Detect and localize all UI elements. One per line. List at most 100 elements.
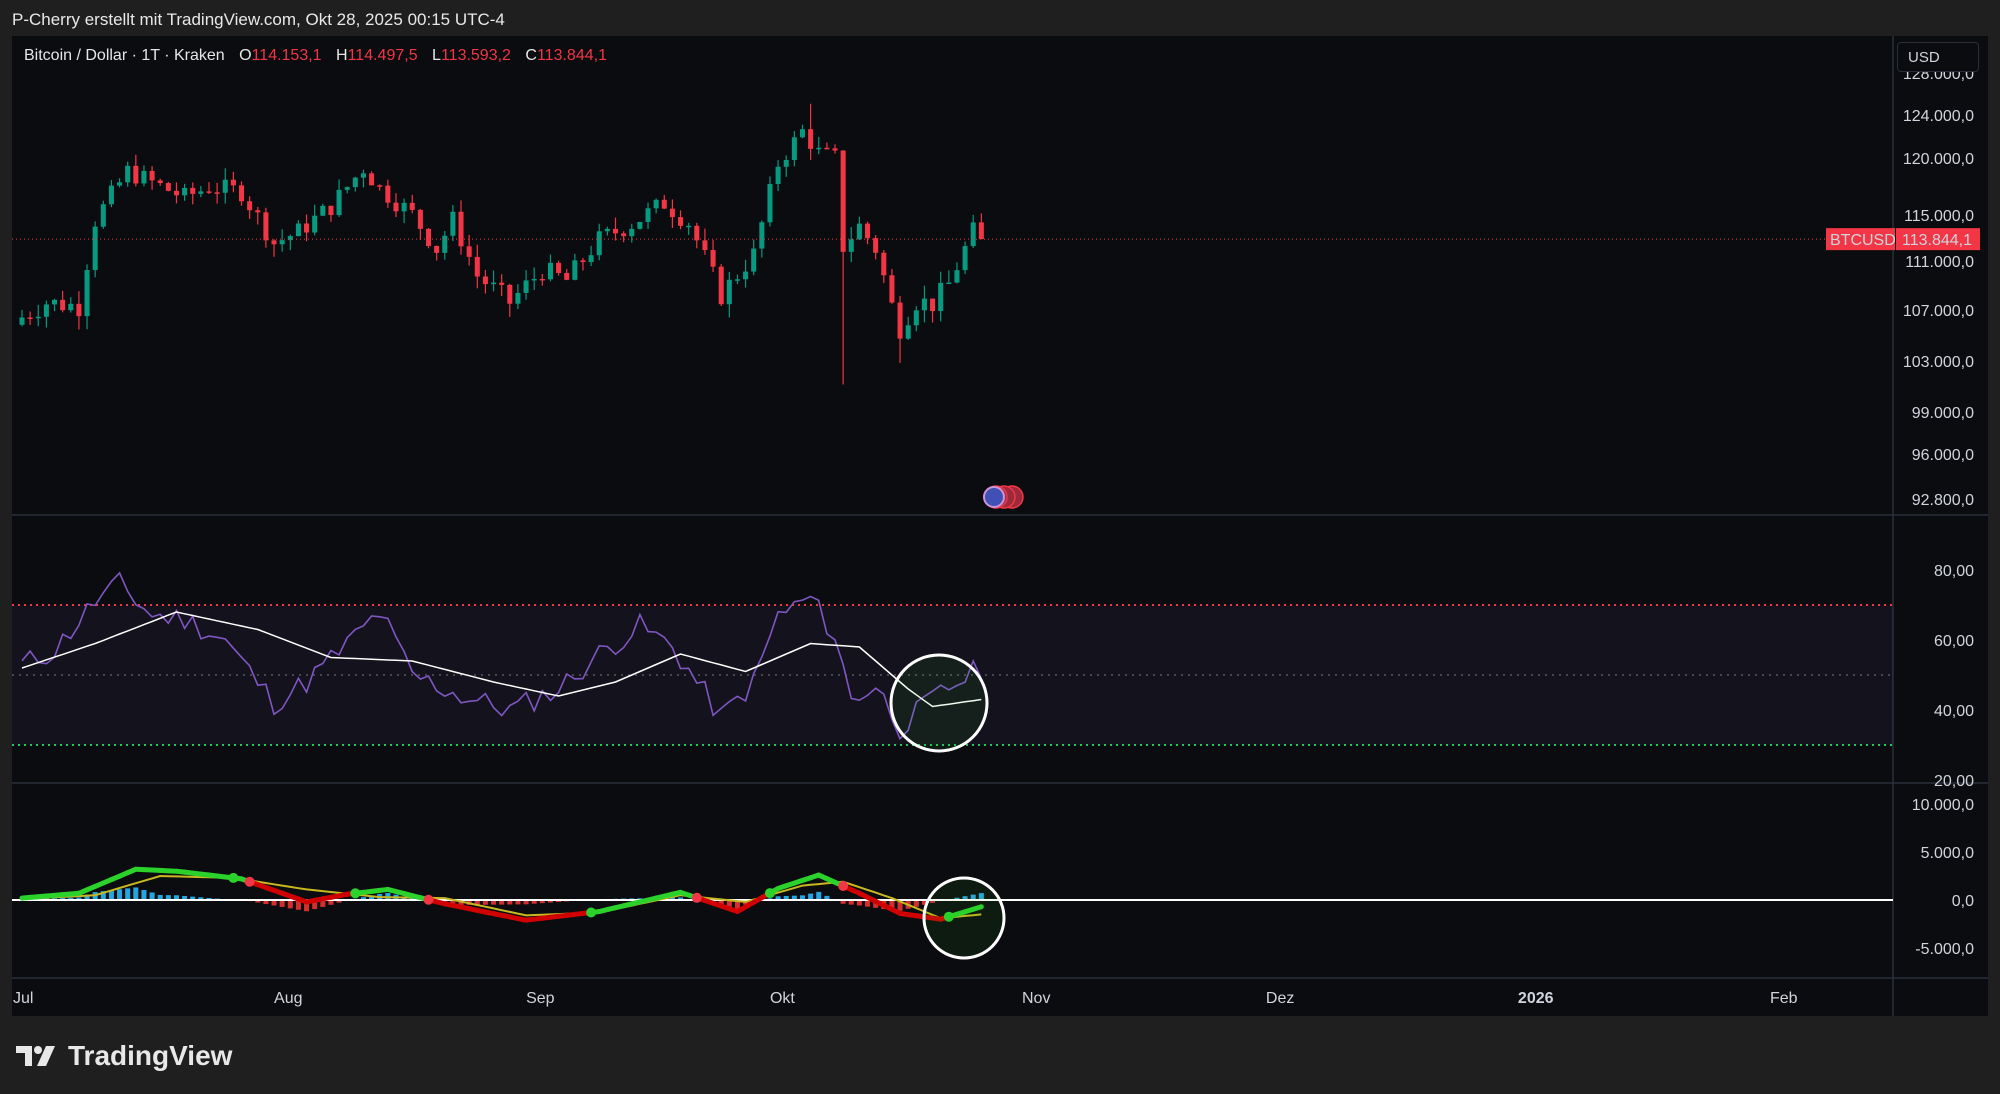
- rsi-tick-label: 40,00: [1934, 703, 1974, 720]
- candle-body: [409, 202, 415, 210]
- candle-body: [43, 304, 49, 317]
- price-tick-label: 99.000,0: [1912, 405, 1974, 422]
- candle-body: [60, 299, 66, 311]
- macd-histogram-bar: [775, 896, 781, 900]
- macd-tick-label: 0,0: [1952, 893, 1974, 910]
- close-value: 113.844,1: [536, 47, 607, 64]
- candle-body: [190, 187, 196, 194]
- macd-tick-label: 10.000,0: [1912, 797, 1974, 814]
- macd-histogram-bar: [734, 900, 740, 910]
- chart-credit: P-Cherry erstellt mit TradingView.com, O…: [12, 10, 505, 29]
- macd-histogram-bar: [304, 900, 310, 912]
- x-tick-label: Dez: [1266, 990, 1294, 1007]
- economic-event-icon: [983, 485, 1024, 509]
- macd-histogram-bar: [726, 900, 732, 908]
- price-tag-value-bg: [1896, 228, 1980, 251]
- candle-body: [564, 272, 570, 280]
- candle-body: [686, 225, 692, 228]
- candle-body: [312, 215, 318, 233]
- candle-body: [320, 205, 326, 216]
- macd-histogram-bar: [271, 900, 277, 906]
- macd-histogram-bar: [808, 893, 814, 900]
- macd-histogram-bar: [856, 900, 862, 906]
- candle-body: [832, 148, 838, 151]
- candle-body: [68, 303, 74, 311]
- candle-body: [19, 317, 25, 325]
- macd-histogram-bar: [523, 900, 529, 905]
- tradingview-logo-icon: [16, 1046, 55, 1066]
- macd-histogram-bar: [117, 889, 123, 900]
- macd-histogram-bar: [198, 897, 204, 900]
- x-tick-label: Aug: [274, 990, 302, 1007]
- macd-cross-dot: [423, 894, 434, 905]
- candle-body: [458, 211, 464, 247]
- candle-body: [669, 208, 675, 218]
- candle-body: [621, 233, 627, 237]
- candle-body: [35, 316, 41, 319]
- tradingview-logo[interactable]: TradingView: [16, 1040, 232, 1072]
- candle-body: [279, 240, 285, 245]
- brand-text: TradingView: [68, 1040, 233, 1071]
- macd-histogram-bar: [360, 897, 366, 900]
- macd-histogram-bar: [312, 900, 318, 910]
- candle-body: [889, 275, 895, 303]
- candle-body: [149, 170, 155, 181]
- candle-body: [450, 211, 456, 236]
- candle-body: [507, 284, 513, 304]
- candle-body: [52, 299, 58, 305]
- candle-body: [572, 260, 578, 280]
- rsi-highlight-circle: [889, 653, 989, 753]
- macd-histogram-bar: [482, 900, 488, 905]
- candle-body: [678, 217, 684, 226]
- macd-histogram-bar: [816, 891, 822, 900]
- low-value: 113.593,2: [440, 47, 511, 64]
- candle-body: [970, 222, 976, 247]
- x-tick-label: 2026: [1518, 990, 1554, 1007]
- macd-cross-dot: [764, 888, 775, 899]
- macd-histogram-bar: [930, 900, 936, 903]
- symbol-title[interactable]: Bitcoin / Dollar · 1T · Kraken: [24, 47, 225, 64]
- macd-histogram-bar: [320, 900, 326, 907]
- macd-histogram-bar: [669, 897, 675, 900]
- ohlc-legend: Bitcoin / Dollar · 1T · Kraken O114.153,…: [24, 47, 607, 65]
- candle-body: [905, 325, 911, 339]
- candle-body: [759, 222, 765, 249]
- candle-body: [385, 185, 391, 203]
- macd-histogram-bar: [678, 897, 684, 900]
- candle-body: [865, 223, 871, 239]
- macd-histogram-bar: [295, 900, 301, 910]
- macd-cross-dot: [244, 876, 255, 887]
- rsi-tick-label: 20,00: [1934, 773, 1974, 790]
- macd-histogram-bar: [507, 900, 513, 905]
- macd-histogram-bar: [279, 900, 285, 907]
- macd-histogram-bar: [799, 895, 806, 900]
- candle-body: [304, 223, 310, 233]
- candle-body: [214, 192, 220, 194]
- candle-body: [897, 302, 903, 339]
- candle-body: [767, 183, 773, 223]
- candle-body: [751, 248, 757, 272]
- candle-body: [117, 182, 123, 186]
- candle-body: [442, 235, 448, 253]
- candle-body: [775, 166, 781, 184]
- macd-histogram-bar: [865, 900, 871, 907]
- candle-body: [295, 223, 301, 237]
- macd-histogram-bar: [848, 900, 854, 905]
- candle-body: [182, 187, 188, 196]
- candle-body: [978, 222, 984, 240]
- candle-body: [523, 280, 529, 293]
- candle-body: [653, 199, 659, 209]
- macd-histogram-bar: [165, 895, 171, 900]
- price-tick-label: 96.000,0: [1912, 447, 1974, 464]
- currency-button[interactable]: USD: [1897, 42, 1979, 72]
- candle-body: [271, 240, 277, 245]
- macd-cross-dot: [586, 907, 597, 918]
- candle-body: [515, 292, 521, 304]
- candle-body: [946, 282, 952, 285]
- candle-body: [125, 165, 131, 183]
- macd-tick-label: 5.000,0: [1921, 845, 1974, 862]
- x-tick-label: Nov: [1022, 990, 1050, 1007]
- candle-body: [938, 282, 944, 312]
- macd-signal-line: [21, 874, 982, 920]
